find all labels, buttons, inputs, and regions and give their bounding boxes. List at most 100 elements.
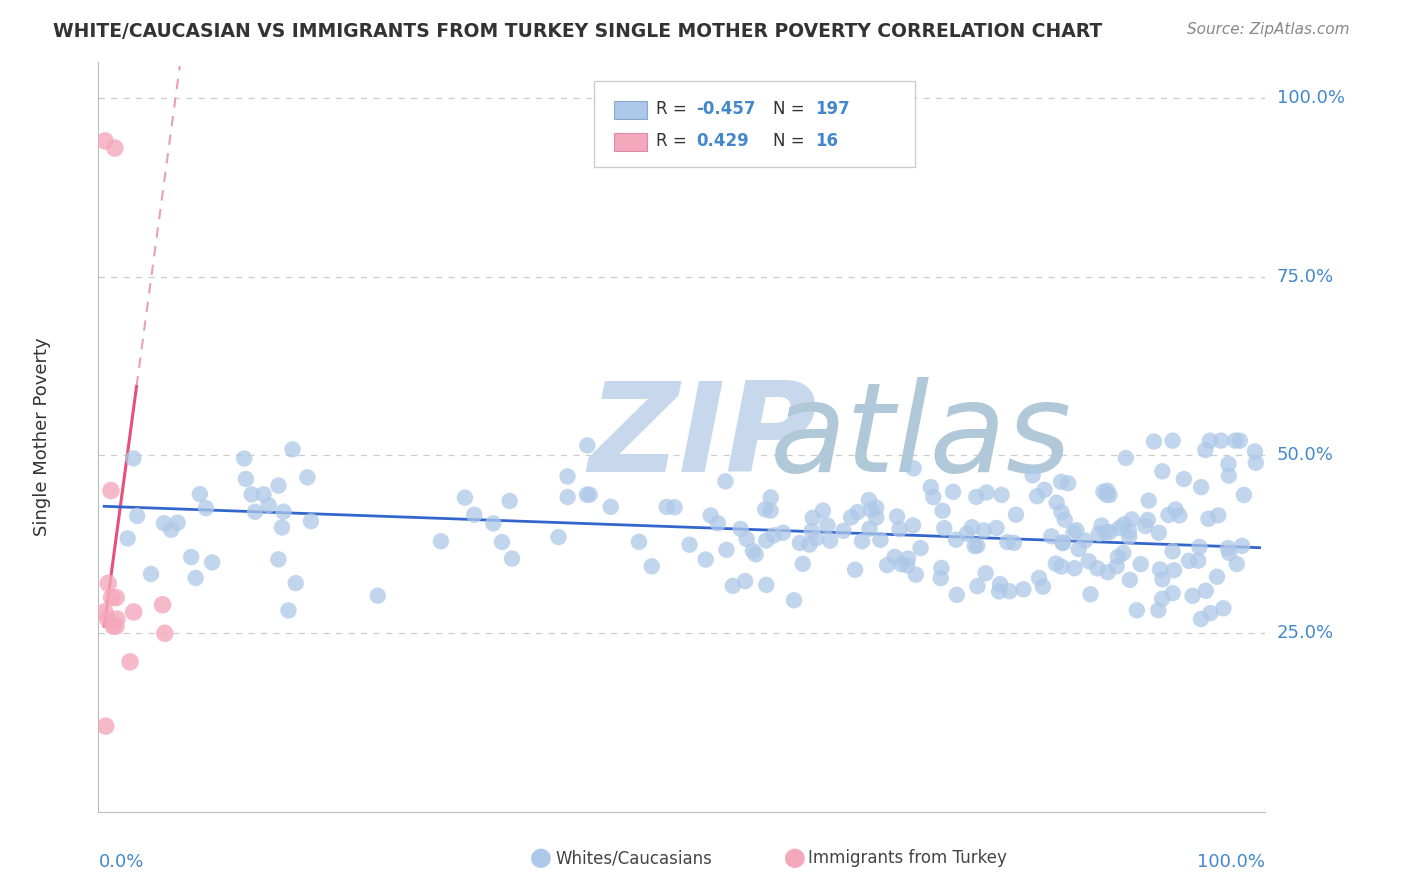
Point: [1233, 488, 1256, 502]
Text: N =: N =: [773, 132, 810, 150]
Point: [931, 504, 953, 518]
Point: [104, 619, 127, 633]
Point: [105, 591, 128, 605]
Point: [998, 584, 1021, 599]
Point: [799, 537, 821, 551]
Point: [641, 559, 664, 574]
Text: N =: N =: [773, 100, 810, 118]
Point: [988, 584, 1011, 599]
Point: [1157, 508, 1180, 522]
Point: [1206, 508, 1229, 523]
Point: [1087, 561, 1109, 575]
Point: [1147, 525, 1170, 540]
Point: [851, 534, 873, 549]
Point: [284, 576, 307, 591]
Point: [94, 719, 117, 733]
Point: [1178, 554, 1201, 568]
Point: [846, 505, 869, 519]
Point: [789, 536, 811, 550]
Point: [1218, 468, 1240, 483]
Point: [963, 539, 986, 553]
Point: [974, 566, 997, 581]
Point: [152, 598, 174, 612]
Point: [1097, 483, 1119, 498]
Point: [804, 531, 827, 545]
Point: [243, 505, 266, 519]
Point: [1046, 495, 1069, 509]
Text: 16: 16: [815, 132, 838, 150]
Point: [865, 510, 887, 524]
FancyBboxPatch shape: [595, 81, 915, 168]
Point: [988, 577, 1011, 591]
Point: [744, 548, 766, 562]
Point: [281, 442, 304, 457]
Point: [1152, 572, 1174, 586]
Text: 25.0%: 25.0%: [1277, 624, 1334, 642]
Text: Single Mother Poverty: Single Mother Poverty: [34, 338, 52, 536]
Point: [1112, 546, 1135, 560]
Point: [94, 605, 117, 619]
Point: [1033, 483, 1056, 497]
Point: [995, 535, 1018, 549]
Point: [1147, 603, 1170, 617]
Point: [1112, 517, 1135, 532]
Text: ⬤: ⬤: [530, 848, 553, 868]
Point: [1097, 566, 1119, 580]
Point: [201, 556, 224, 570]
Point: [1168, 508, 1191, 523]
Point: [1161, 434, 1184, 448]
Point: [501, 551, 523, 566]
Text: 75.0%: 75.0%: [1277, 268, 1334, 285]
Point: [1225, 434, 1247, 448]
Point: [860, 503, 883, 517]
Point: [194, 501, 217, 516]
Point: [1115, 450, 1137, 465]
Point: [1226, 557, 1249, 571]
Point: [1209, 434, 1232, 448]
Point: [931, 561, 953, 575]
Point: [714, 475, 737, 489]
Point: [1152, 464, 1174, 478]
Point: [482, 516, 505, 531]
Point: [721, 579, 744, 593]
Point: [547, 530, 569, 544]
Point: [1074, 533, 1097, 548]
Point: [755, 533, 778, 548]
Text: WHITE/CAUCASIAN VS IMMIGRANTS FROM TURKEY SINGLE MOTHER POVERTY CORRELATION CHAR: WHITE/CAUCASIAN VS IMMIGRANTS FROM TURKE…: [53, 22, 1102, 41]
Point: [818, 533, 841, 548]
Point: [1040, 529, 1063, 543]
Point: [1143, 434, 1166, 449]
Point: [277, 603, 299, 617]
Point: [1057, 476, 1080, 491]
Point: [922, 490, 945, 504]
Point: [762, 528, 785, 542]
Point: [240, 487, 263, 501]
Point: [1021, 468, 1043, 483]
Point: [1053, 513, 1076, 527]
Point: [1212, 601, 1234, 615]
Point: [153, 516, 176, 531]
Point: [883, 549, 905, 564]
Point: [1077, 554, 1099, 568]
Point: [811, 504, 834, 518]
Point: [463, 508, 485, 522]
Point: [960, 520, 983, 534]
Point: [772, 525, 794, 540]
Point: [876, 558, 898, 573]
Point: [1028, 571, 1050, 585]
Point: [235, 472, 257, 486]
Point: [118, 655, 141, 669]
Point: [716, 542, 738, 557]
Point: [153, 626, 176, 640]
Point: [1095, 488, 1118, 502]
Point: [901, 518, 924, 533]
Point: [1090, 518, 1112, 533]
Point: [1098, 488, 1121, 502]
Point: [754, 502, 776, 516]
Point: [1088, 526, 1111, 541]
Point: [1129, 557, 1152, 571]
Point: [299, 514, 322, 528]
Point: [1137, 493, 1160, 508]
Point: [267, 552, 290, 566]
Point: [139, 566, 162, 581]
